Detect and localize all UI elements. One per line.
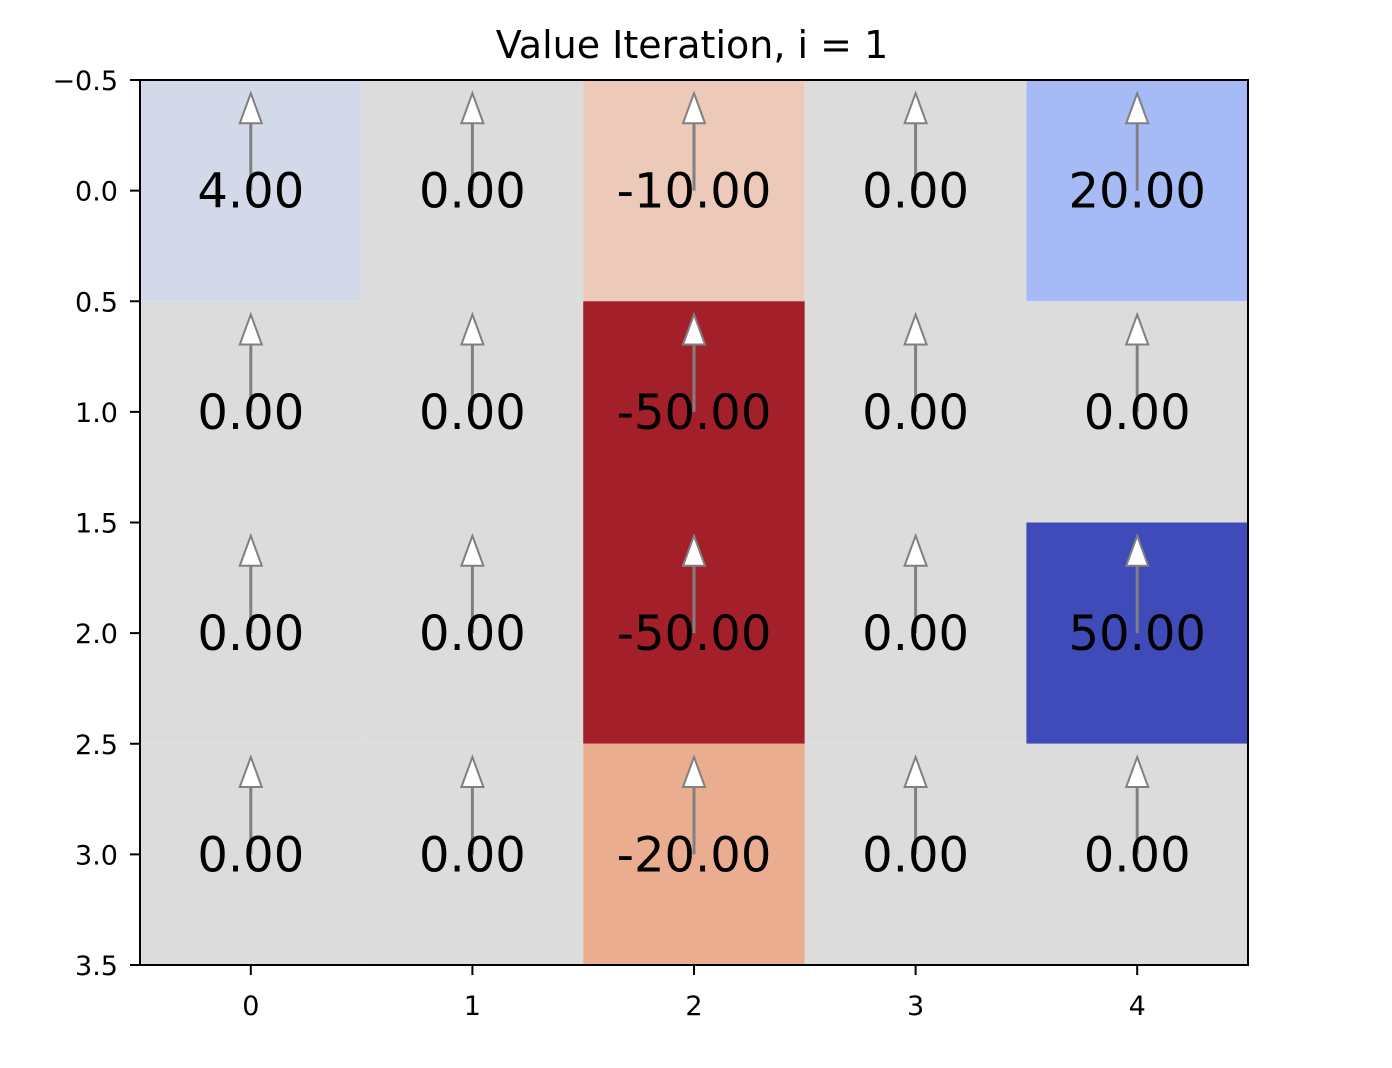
policy-arrow-up-r1-c0 xyxy=(238,311,264,412)
policy-arrow-up-r2-c2 xyxy=(681,532,707,634)
axes: 0 1 2 3 4 −0.5 0.0 0.5 1.0 1.5 2.0 2.5 3.0 3.5 xyxy=(52,66,1249,1022)
cell-value-label-r2-c1: 0.00 xyxy=(419,606,526,662)
y-tick-label: 0.0 xyxy=(75,177,118,208)
cell-value-label-r3-c0: 0.00 xyxy=(197,827,304,883)
cell-value-label-r1-c3: 0.00 xyxy=(862,385,969,441)
y-tick-label: 0.5 xyxy=(75,287,118,318)
policy-arrow-up-r3-c3 xyxy=(903,754,929,855)
y-tick-label: 1.0 xyxy=(75,398,118,429)
x-tick-label: 1 xyxy=(464,991,481,1022)
x-tick-label: 0 xyxy=(242,991,259,1022)
chart-title: Value Iteration, i = 1 xyxy=(496,23,889,67)
y-tick-label: −0.5 xyxy=(52,66,118,97)
cell-value-label-r3-c1: 0.00 xyxy=(419,827,526,883)
heatmap-cells xyxy=(140,80,1248,965)
cell-value-label-r0-c3: 0.00 xyxy=(862,164,969,220)
policy-arrow-up-r0-c2 xyxy=(681,90,707,191)
policy-arrow-up-r0-c4 xyxy=(1124,90,1150,191)
cell-value-label-r2-c0: 0.00 xyxy=(197,606,304,662)
x-tick-label: 3 xyxy=(907,991,924,1022)
policy-arrow-up-r2-c1 xyxy=(459,532,485,634)
policy-arrow-up-r0-c0 xyxy=(238,90,264,191)
policy-arrow-up-r1-c1 xyxy=(459,311,485,412)
policy-arrow-up-r1-c3 xyxy=(903,311,929,412)
cell-value-label-r0-c2: -10.00 xyxy=(617,164,772,220)
cell-value-labels: 4.00 0.00 -10.00 0.00 20.00 0.00 0.00 -50.00 0.0… xyxy=(197,164,1206,884)
policy-arrow-up-r0-c1 xyxy=(459,90,485,191)
policy-arrow-up-r2-c3 xyxy=(903,532,929,634)
cell-value-label-r2-c2: -50.00 xyxy=(617,606,772,662)
cell-value-label-r2-c3: 0.00 xyxy=(862,606,969,662)
y-tick-label: 2.5 xyxy=(75,730,118,761)
cell-value-label-r1-c2: -50.00 xyxy=(617,385,772,441)
policy-arrow-up-r1-c2 xyxy=(681,311,707,412)
x-tick-label: 4 xyxy=(1129,991,1146,1022)
y-tick-label: 3.0 xyxy=(75,840,118,871)
policy-arrow-up-r3-c1 xyxy=(459,754,485,855)
policy-arrow-up-r2-c0 xyxy=(238,532,264,634)
policy-arrow-up-r1-c4 xyxy=(1124,311,1150,412)
y-tick-label: 2.0 xyxy=(75,619,118,650)
cell-value-label-r1-c0: 0.00 xyxy=(197,385,304,441)
cell-value-label-r1-c1: 0.00 xyxy=(419,385,526,441)
y-tick-label: 3.5 xyxy=(75,951,118,982)
cell-value-label-r0-c0: 4.00 xyxy=(197,164,304,220)
cell-value-label-r3-c4: 0.00 xyxy=(1084,827,1191,883)
cell-value-label-r3-c3: 0.00 xyxy=(862,827,969,883)
cell-value-label-r0-c1: 0.00 xyxy=(419,164,526,220)
policy-arrow-up-r2-c4 xyxy=(1124,532,1150,634)
cell-value-label-r2-c4: 50.00 xyxy=(1068,606,1205,662)
cell-value-label-r3-c2: -20.00 xyxy=(617,827,772,883)
x-tick-label: 2 xyxy=(685,991,702,1022)
policy-arrow-up-r0-c3 xyxy=(903,90,929,191)
cell-value-label-r1-c4: 0.00 xyxy=(1084,385,1191,441)
policy-arrow-up-r3-c0 xyxy=(238,754,264,855)
cell-value-label-r0-c4: 20.00 xyxy=(1068,164,1205,220)
policy-arrow-up-r3-c4 xyxy=(1124,754,1150,855)
y-tick-label: 1.5 xyxy=(75,509,118,540)
policy-arrows xyxy=(238,90,1150,855)
policy-arrow-up-r3-c2 xyxy=(681,754,707,855)
